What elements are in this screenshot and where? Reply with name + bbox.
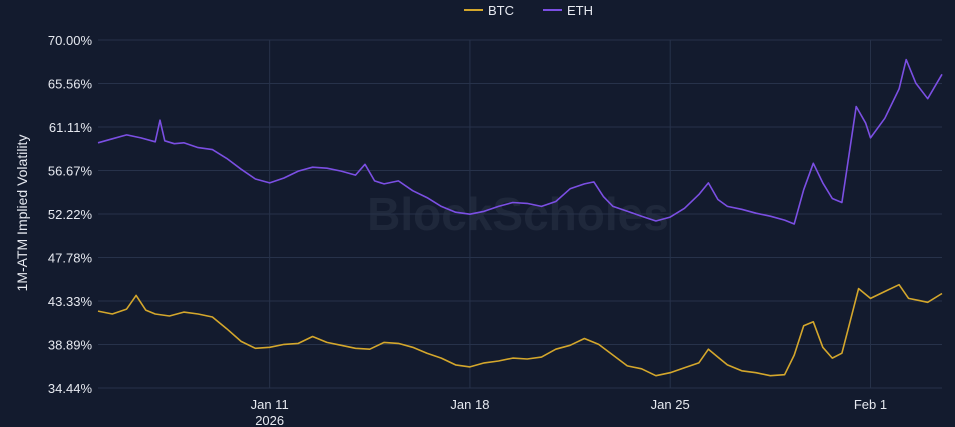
y-tick-label: 70.00% [48,33,93,48]
y-tick-label: 47.78% [48,250,93,265]
y-axis-title: 1M-ATM Implied Volatility [14,135,30,292]
legend[interactable]: BTC ETH [464,3,593,18]
x-tick-label: Feb 1 [854,397,887,412]
y-tick-label: 38.89% [48,337,93,352]
legend-item-btc[interactable]: BTC [464,3,514,18]
series-lines [97,58,943,377]
legend-item-eth[interactable]: ETH [543,3,593,18]
y-axis-ticks: 70.00% 65.56% 61.11% 56.67% 52.22% 47.78% 43.3… [48,33,93,396]
y-tick-label: 43.33% [48,294,93,309]
y-tick-label: 52.22% [48,207,93,222]
x-tick-sublabel: 2026 [255,413,284,427]
x-tick-label: Jan 18 [450,397,489,412]
x-tick-label: Jan 11 [251,397,289,412]
y-tick-label: 65.56% [48,76,93,91]
legend-label: BTC [488,3,514,18]
legend-label: ETH [567,3,593,18]
x-tick-label: Jan 25 [651,397,690,412]
y-tick-label: 61.11% [49,120,93,135]
series-line-eth [97,58,943,225]
y-tick-label: 34.44% [48,381,93,396]
series-line-btc [97,283,943,377]
y-tick-label: 56.67% [48,163,93,178]
